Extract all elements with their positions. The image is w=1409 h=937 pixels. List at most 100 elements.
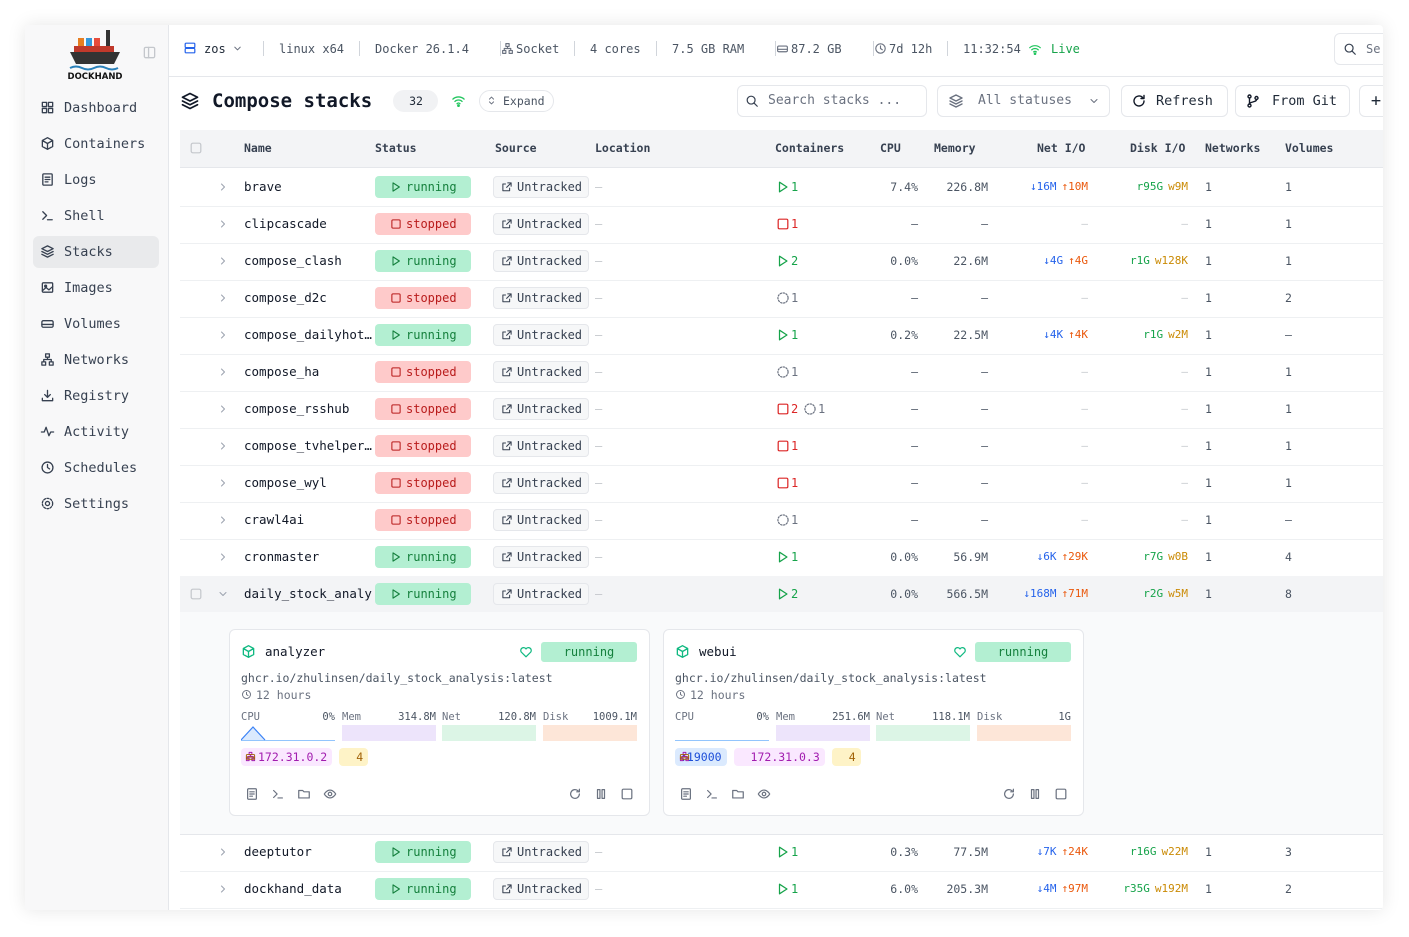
nav-item[interactable] bbox=[33, 272, 159, 304]
status-filter[interactable] bbox=[937, 85, 1110, 117]
card-action[interactable] bbox=[677, 785, 695, 803]
icon-part bbox=[502, 182, 512, 192]
icon-part bbox=[391, 515, 401, 525]
source-text: Untracked bbox=[517, 476, 583, 490]
icon-part bbox=[392, 330, 400, 340]
card-action[interactable] bbox=[1026, 785, 1044, 803]
table-row[interactable] bbox=[180, 280, 1383, 318]
icon-part bbox=[392, 589, 400, 599]
add-button[interactable] bbox=[1359, 85, 1383, 117]
container-count: 1 bbox=[791, 550, 799, 564]
table-row[interactable] bbox=[180, 871, 1383, 909]
from-git-button[interactable] bbox=[1235, 85, 1350, 117]
location: – bbox=[595, 254, 603, 268]
nav-label: Shell bbox=[64, 208, 105, 224]
table-row[interactable] bbox=[180, 354, 1383, 392]
metric-bar bbox=[977, 725, 1071, 741]
icon bbox=[502, 589, 512, 599]
card-action[interactable] bbox=[729, 785, 747, 803]
table-row[interactable] bbox=[180, 243, 1383, 281]
memory: – bbox=[981, 402, 988, 416]
icon-part bbox=[220, 183, 226, 191]
nav-item[interactable] bbox=[33, 92, 159, 124]
card-action[interactable] bbox=[1000, 785, 1018, 803]
nav-item[interactable] bbox=[33, 488, 159, 520]
location: – bbox=[595, 439, 603, 453]
status-badge bbox=[375, 287, 471, 309]
nav-item[interactable] bbox=[33, 452, 159, 484]
table-row[interactable] bbox=[180, 465, 1383, 503]
icon bbox=[777, 514, 789, 526]
icon bbox=[778, 329, 788, 341]
icon-part bbox=[41, 101, 48, 108]
table-row[interactable] bbox=[180, 206, 1383, 244]
search-input[interactable] bbox=[737, 85, 927, 117]
icon-part bbox=[777, 366, 789, 378]
nav-item[interactable] bbox=[33, 236, 159, 268]
icon bbox=[298, 789, 310, 799]
icon-part bbox=[502, 515, 512, 525]
table-row[interactable] bbox=[180, 428, 1383, 466]
card-action[interactable] bbox=[1052, 785, 1070, 803]
nav-item[interactable] bbox=[33, 416, 159, 448]
expand-button[interactable] bbox=[479, 90, 554, 112]
card-action[interactable] bbox=[295, 785, 313, 803]
nav-item[interactable] bbox=[33, 344, 159, 376]
disk-io: – bbox=[1181, 511, 1188, 529]
nav-item[interactable] bbox=[33, 380, 159, 412]
column-header: Networks bbox=[1205, 141, 1261, 155]
icon-part bbox=[502, 367, 512, 377]
icon bbox=[1133, 94, 1145, 107]
icon-part bbox=[40, 426, 55, 437]
cpu: – bbox=[911, 513, 918, 527]
stack-name: compose_clash bbox=[244, 253, 342, 268]
icon-part bbox=[746, 95, 756, 105]
card-action[interactable] bbox=[321, 785, 339, 803]
card-action[interactable] bbox=[755, 785, 773, 803]
table-row[interactable] bbox=[180, 317, 1383, 355]
metric-bar bbox=[240, 725, 335, 741]
location: – bbox=[595, 845, 603, 859]
icon bbox=[746, 95, 758, 107]
table-row[interactable] bbox=[180, 834, 1383, 872]
nav-item[interactable] bbox=[33, 164, 159, 196]
card-action[interactable] bbox=[566, 785, 584, 803]
nav-item[interactable] bbox=[33, 128, 159, 160]
nav-item[interactable] bbox=[33, 308, 159, 340]
icon-part bbox=[879, 45, 883, 51]
card-action[interactable] bbox=[618, 785, 636, 803]
separator bbox=[873, 41, 874, 56]
card-action[interactable] bbox=[703, 785, 721, 803]
icon-part bbox=[757, 789, 771, 799]
nav-label: Images bbox=[64, 280, 113, 296]
card-action[interactable] bbox=[243, 785, 261, 803]
icon-part bbox=[220, 294, 226, 302]
metric-label: CPU bbox=[675, 711, 694, 723]
table-row[interactable] bbox=[180, 502, 1383, 540]
table-row[interactable] bbox=[180, 169, 1383, 207]
metric-label: Mem bbox=[342, 711, 361, 723]
icon-part bbox=[778, 588, 788, 600]
global-search[interactable] bbox=[1334, 33, 1383, 65]
table-row[interactable] bbox=[180, 391, 1383, 429]
net-io: – bbox=[1081, 474, 1088, 492]
location: – bbox=[595, 882, 603, 896]
source-text: Untracked bbox=[517, 845, 583, 859]
icon bbox=[323, 789, 337, 799]
card-action[interactable] bbox=[592, 785, 610, 803]
card-action[interactable] bbox=[269, 785, 287, 803]
icon-part bbox=[220, 848, 226, 856]
icon-part bbox=[778, 846, 788, 858]
source-text: Untracked bbox=[517, 513, 583, 527]
source-badge bbox=[493, 213, 589, 235]
icon-part bbox=[596, 789, 601, 799]
icon bbox=[220, 885, 226, 893]
icon-part bbox=[502, 478, 512, 488]
nav-item[interactable] bbox=[33, 200, 159, 232]
separator bbox=[947, 41, 948, 56]
icon-part bbox=[190, 588, 202, 600]
container-count: 1 bbox=[791, 180, 799, 194]
icon bbox=[778, 181, 788, 193]
container-count: 1 bbox=[791, 217, 799, 231]
refresh-button[interactable] bbox=[1121, 85, 1228, 117]
